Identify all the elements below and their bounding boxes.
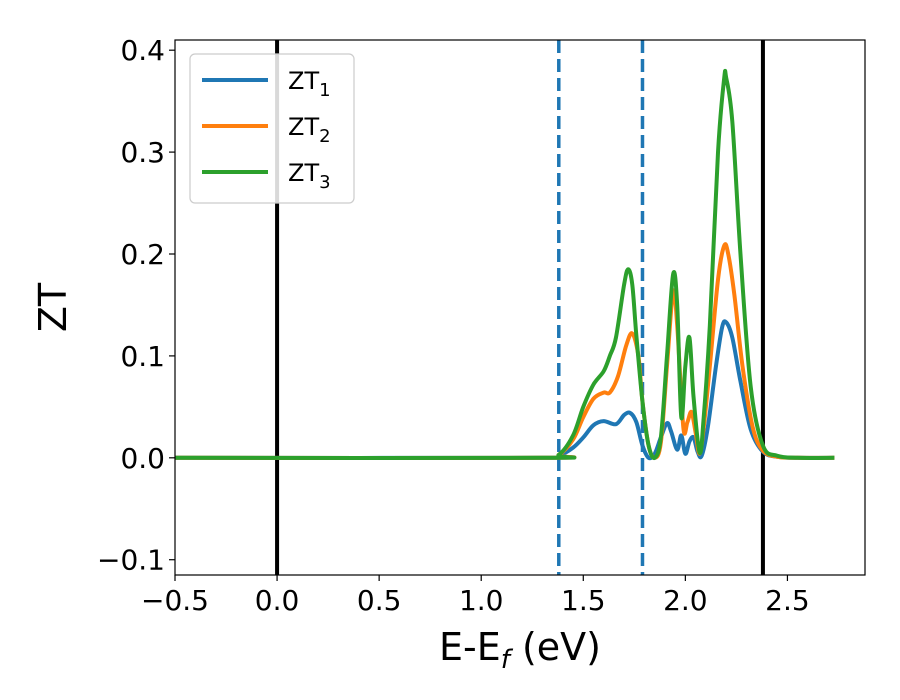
x-tick-label: 1.5	[561, 584, 606, 617]
y-tick-label: 0.0	[120, 442, 165, 475]
axes-frame	[174, 39, 866, 576]
x-tick-label: 0.0	[255, 584, 300, 617]
legend-box	[189, 53, 355, 204]
y-tick-label: 0.2	[120, 238, 165, 271]
series-lines	[175, 68, 835, 461]
legend-label-zt2: ZT2	[288, 113, 331, 147]
legend-label-zt1: ZT1	[288, 67, 331, 101]
x-axis-label: E-Ef (eV)	[439, 625, 601, 675]
series-line-zt3	[175, 68, 835, 461]
y-tick-label: 0.4	[120, 34, 165, 67]
y-tick-label: 0.1	[120, 340, 165, 373]
y-tick-label: −0.1	[97, 544, 165, 577]
y-tick-label: 0.3	[120, 136, 165, 169]
x-tick-label: −0.5	[141, 584, 209, 617]
legend: ZT1 ZT2 ZT3	[189, 53, 355, 204]
x-tick-label: 2.5	[765, 584, 810, 617]
y-axis-ticks: −0.1 0.0 0.1 0.2 0.3 0.4	[97, 34, 175, 577]
y-axis-label: ZT	[31, 282, 75, 332]
x-tick-label: 2.0	[663, 584, 708, 617]
series-line-zt1	[175, 319, 835, 461]
legend-label-zt3: ZT3	[288, 159, 331, 193]
x-axis-ticks: −0.5 0.0 0.5 1.0 1.5 2.0 2.5	[141, 575, 810, 617]
x-tick-label: 0.5	[357, 584, 402, 617]
x-tick-label: 1.0	[459, 584, 504, 617]
